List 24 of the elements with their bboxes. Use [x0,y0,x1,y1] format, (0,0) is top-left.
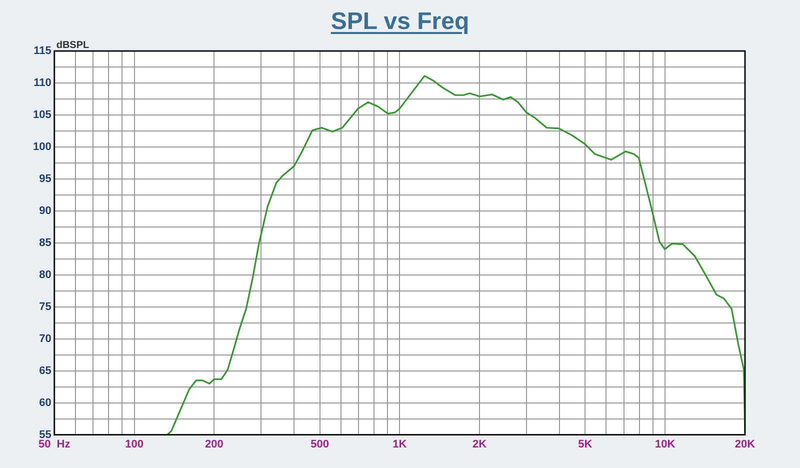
y-tick-label: 55 [39,428,52,441]
x-tick-label: 50 Hz [38,438,71,450]
x-tick-label: 2K [472,438,487,450]
x-tick-label: 20K [734,438,756,450]
x-tick-label: 10K [655,438,676,450]
chart-title: SPL vs Freq [330,8,470,36]
y-tick-label: 65 [39,364,52,377]
y-tick-label: 85 [39,236,52,249]
y-tick-label: 100 [32,140,52,153]
x-tick-label: 100 [125,438,144,450]
y-tick-label: 90 [39,204,52,217]
x-tick-label: 200 [204,438,224,450]
y-tick-label: 95 [39,172,52,185]
x-tick-label: 5K [578,438,592,450]
y-tick-label: 115 [34,45,52,58]
x-tick-label: 500 [310,438,329,450]
y-tick-label: 70 [39,332,52,345]
y-tick-label: 75 [39,300,52,313]
y-tick-label: 105 [32,109,52,121]
y-tick-label: 110 [34,77,52,90]
y-tick-label: 60 [39,396,52,409]
x-tick-label: 1K [392,438,407,450]
y-axis-title: dBSPL [56,40,90,51]
y-tick-label: 80 [39,268,52,281]
